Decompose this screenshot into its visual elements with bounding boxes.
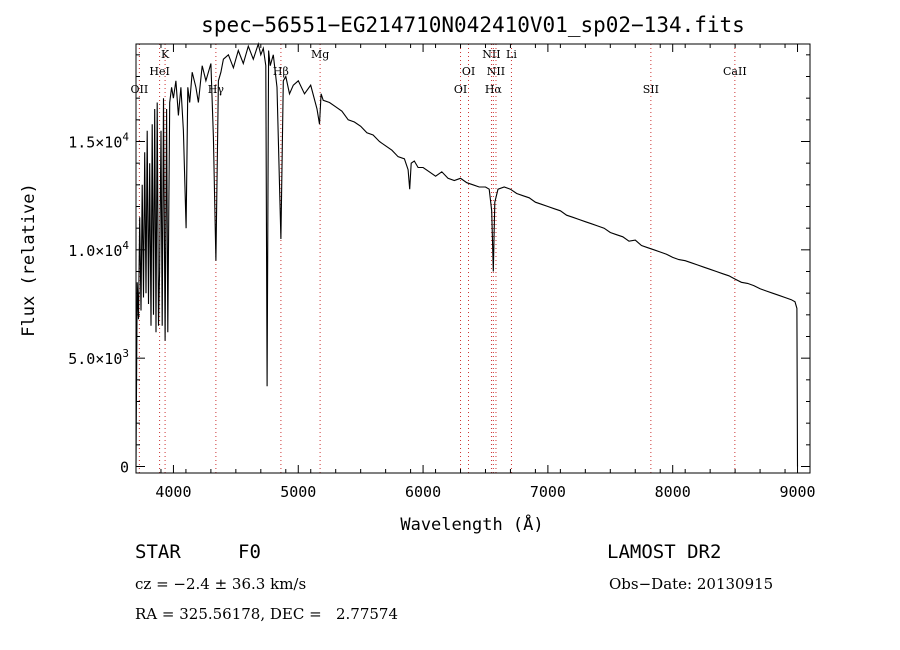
y-tick-label: 5.0×103 — [68, 347, 129, 368]
y-axis-ticks: 0 5.0×103 1.0×104 1.5×104 — [68, 54, 810, 477]
x-axis-label: Wavelength (Å) — [400, 513, 543, 535]
line-label: HeI — [149, 65, 169, 78]
line-label: SII — [643, 83, 659, 96]
x-tick-label: 5000 — [280, 483, 316, 501]
y-axis-label: Flux (relative) — [19, 183, 39, 337]
coordinates-text: RA = 325.56178, DEC = 2.77574 — [135, 605, 399, 623]
line-label: CaII — [723, 65, 747, 78]
line-label: Mg — [311, 48, 329, 61]
line-label: NII — [482, 48, 500, 61]
y-tick-label: 1.5×104 — [68, 131, 129, 152]
x-tick-label: 9000 — [779, 483, 815, 501]
y-tick-label: 0 — [120, 459, 129, 477]
line-label: Hβ — [273, 65, 289, 78]
x-axis-ticks: 4000 5000 6000 7000 8000 9000 — [135, 44, 816, 501]
y-tick-label: 1.0×104 — [68, 239, 129, 260]
spectrum-series — [135, 41, 799, 467]
object-subclass: F0 — [238, 541, 261, 563]
line-label: K — [161, 48, 170, 61]
x-tick-label: 4000 — [155, 483, 191, 501]
chart-title: spec−56551−EG214710N042410V01_sp02−134.f… — [201, 13, 745, 37]
survey-label: LAMOST DR2 — [607, 541, 722, 563]
obs-date-text: Obs−Date: 20130915 — [609, 575, 774, 593]
x-tick-label: 8000 — [655, 483, 691, 501]
line-label: OI — [462, 65, 475, 78]
redshift-text: cz = −2.4 ± 36.3 km/s — [135, 575, 307, 593]
line-label: Hα — [485, 83, 503, 96]
x-tick-label: 6000 — [405, 483, 441, 501]
line-label: Li — [506, 48, 517, 61]
line-label: OII — [131, 83, 149, 96]
x-tick-label: 7000 — [530, 483, 566, 501]
object-class: STAR — [135, 541, 181, 563]
line-label: OI — [454, 83, 467, 96]
line-label: NII — [487, 65, 505, 78]
plot-frame — [135, 43, 811, 474]
line-label: Hγ — [208, 83, 225, 96]
